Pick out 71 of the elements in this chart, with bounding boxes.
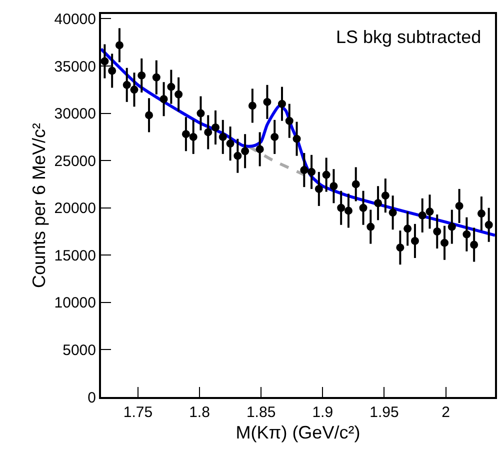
point — [344, 206, 352, 215]
point — [108, 66, 116, 75]
y-tick-label: 30000 — [54, 106, 96, 123]
point — [189, 132, 198, 141]
point — [226, 140, 234, 148]
point — [278, 100, 286, 108]
point — [322, 170, 330, 179]
point — [448, 222, 456, 231]
point — [182, 130, 190, 138]
point — [204, 128, 212, 136]
point — [160, 95, 168, 104]
point — [256, 145, 264, 154]
y-tick-label: 25000 — [54, 152, 96, 170]
point — [388, 208, 397, 217]
point — [248, 102, 256, 110]
point — [152, 73, 160, 82]
point — [433, 228, 442, 236]
point — [359, 204, 368, 212]
point — [462, 230, 471, 238]
y-tick-label: 5000 — [62, 342, 96, 359]
x-axis-title: M(Kπ) (GeV/c²) — [236, 422, 360, 443]
point — [455, 202, 464, 210]
point — [314, 184, 323, 193]
point — [241, 147, 250, 156]
point — [337, 204, 346, 212]
point — [218, 132, 227, 141]
point — [410, 236, 419, 245]
point — [101, 57, 109, 66]
y-tick-label: 35000 — [54, 58, 96, 76]
point — [440, 238, 449, 247]
point — [292, 134, 301, 143]
x-tick-label: 1.8 — [189, 404, 210, 421]
y-tick-label: 20000 — [54, 200, 96, 218]
x-tick-label: 1.9 — [312, 404, 334, 421]
point — [285, 116, 294, 125]
point — [263, 98, 272, 106]
point — [174, 90, 183, 98]
y-tick-label: 15000 — [54, 247, 96, 264]
y-tick-label: 40000 — [54, 10, 96, 28]
point — [234, 152, 242, 160]
point — [477, 210, 486, 218]
point — [130, 86, 138, 94]
point — [145, 111, 154, 120]
point — [352, 180, 360, 188]
point — [426, 208, 434, 216]
y-tick-label: 10000 — [54, 294, 96, 312]
point — [122, 80, 131, 89]
annotation: LS bkg subtracted — [336, 27, 482, 47]
point — [196, 109, 205, 118]
point — [418, 211, 426, 220]
point — [381, 192, 390, 200]
point — [308, 168, 316, 176]
point — [115, 41, 124, 50]
point — [396, 244, 404, 252]
point — [404, 224, 412, 233]
point — [270, 132, 279, 141]
point — [167, 82, 176, 91]
point — [212, 123, 220, 132]
point — [374, 199, 382, 208]
point — [470, 240, 478, 249]
point — [330, 182, 338, 190]
y-axis-title: Counts per 6 MeV/c² — [28, 122, 49, 288]
x-tick-label: 2 — [442, 404, 450, 421]
point — [366, 222, 375, 231]
x-tick-label: 1.85 — [246, 404, 276, 421]
point — [138, 71, 146, 80]
y-tick-label: 0 — [88, 389, 96, 406]
x-tick-label: 1.75 — [123, 404, 153, 421]
point — [484, 220, 493, 229]
x-tick-label: 1.95 — [370, 404, 399, 421]
point — [300, 166, 308, 174]
